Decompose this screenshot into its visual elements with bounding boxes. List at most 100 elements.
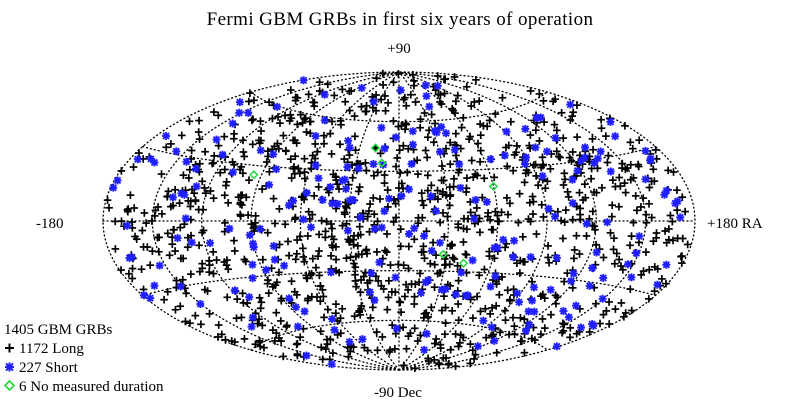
long-grb-point [168,240,177,248]
short-grb-point [212,135,221,144]
long-grb-point [138,226,147,235]
long-grb-point [642,248,650,256]
short-grb-point [499,235,508,244]
short-grb-point [192,164,201,173]
long-grb-point [323,80,332,89]
long-grb-point [544,242,552,250]
long-grb-point [480,174,489,183]
short-grb-point [432,128,441,137]
long-grb-point [473,292,481,301]
short-grb-point [433,81,442,90]
short-grb-point [345,143,354,152]
short-grb-point [311,161,320,170]
long-grb-point [187,231,195,240]
long-grb-point [350,259,358,268]
long-grb-point [466,295,475,304]
long-grb-point [342,219,351,228]
long-grb-point [637,271,645,279]
short-grb-point [479,316,488,325]
long-grb-point [475,271,483,280]
short-grb-point [532,113,541,122]
short-grb-point [676,213,685,222]
long-grb-point [506,199,514,208]
long-grb-point [419,201,428,210]
short-grb-point [244,108,253,117]
long-grb-point [221,336,230,344]
long-grb-point [392,162,400,171]
short-grb-point [367,268,376,277]
short-grb-point [235,98,244,107]
long-grb-point [332,309,340,318]
long-grb-point [187,215,195,224]
long-grb-point [205,309,214,318]
long-grb-point [405,242,413,251]
long-grb-point [399,361,408,370]
legend-entry-long: 1172 Long [5,341,84,357]
short-grb-point [320,116,329,125]
short-grb-point [435,238,444,247]
short-grb-point [456,183,465,192]
short-grb-point [588,320,597,329]
long-grb-point [377,282,386,290]
short-grb-point [420,345,429,354]
long-grb-point [310,192,318,200]
long-grb-point [445,260,454,269]
long-grb-point [368,303,377,312]
long-grb-point [324,305,332,314]
short-grb-point [176,282,185,291]
long-grb-point [245,176,253,185]
long-grb-point [284,237,292,246]
short-grb-point [427,246,436,255]
long-grb-point [220,132,229,141]
short-grb-point [577,323,586,332]
long-grb-point [472,76,480,84]
short-grb-point [491,272,500,281]
long-grb-point [287,174,296,182]
long-grb-point [315,271,324,280]
short-grb-point [333,199,342,208]
long-grb-point [389,117,398,125]
long-grb-point [446,160,455,168]
long-grb-point [338,305,347,313]
long-grb-point [590,222,599,231]
long-grb-point [195,116,203,125]
short-grb-point [552,342,561,351]
short-grb-point [293,322,302,331]
long-grb-point [396,242,405,251]
short-grb-point [302,351,311,360]
long-grb-point [176,302,185,311]
long-grb-point [237,313,246,322]
long-grb-point [433,269,442,278]
short-grb-point [577,157,586,166]
long-grb-point [205,257,213,265]
long-grb-point [491,207,500,216]
short-grb-point [450,145,459,154]
long-grb-point [332,255,340,264]
long-grb-point [195,241,203,250]
long-grb-point [414,170,422,178]
long-grb-point [466,359,474,368]
long-grb-point [414,214,423,222]
long-grb-point [363,346,372,355]
long-grb-point [372,328,381,336]
short-grb-point [245,231,254,240]
long-grb-point [293,120,302,129]
long-grb-point [441,330,449,339]
long-grb-point [541,184,550,193]
long-grb-point [479,122,488,130]
long-grb-point [357,102,366,111]
short-grb-point [172,147,181,156]
long-grb-point [462,82,471,91]
long-grb-point [423,153,431,162]
long-grb-point [526,87,535,95]
long-grb-point [175,199,184,207]
long-grb-point [472,204,481,212]
long-grb-point [597,124,606,133]
long-grb-point [440,292,448,300]
long-grb-point [230,130,238,138]
long-grb-point [498,273,506,281]
short-grb-point [606,117,615,126]
long-grb-point [446,138,454,147]
short-grb-point [343,162,352,171]
long-grb-point [258,185,266,193]
